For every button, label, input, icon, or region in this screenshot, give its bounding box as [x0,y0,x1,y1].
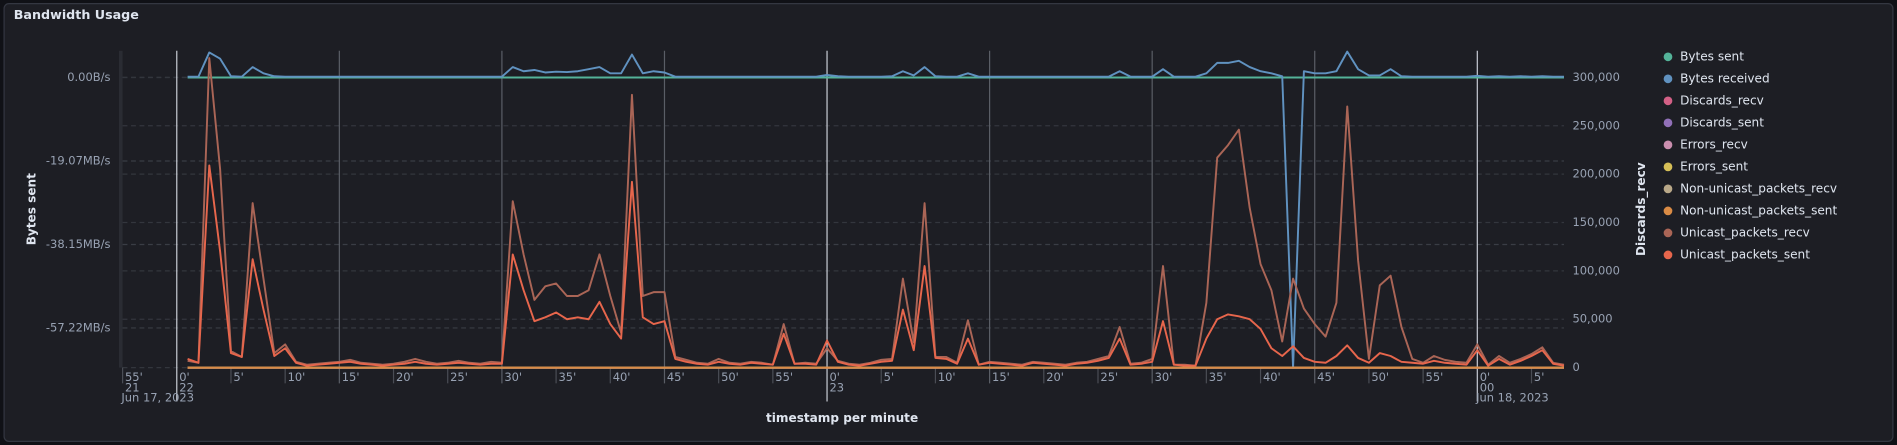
x-tick-label: 25' [450,370,468,384]
x-tick-label: 10' [938,370,956,384]
x-hour-label: 22 [179,381,194,395]
x-tick-label: 25' [1100,370,1118,384]
legend-label: Bytes received [1680,71,1770,85]
x-axis-title: timestamp per minute [766,411,918,425]
x-tick-label: 10' [288,370,306,384]
x-tick-label: 40' [613,370,631,384]
legend-label: Errors_sent [1680,159,1748,173]
axis-band [118,50,123,368]
x-tick-label: 55' [775,370,793,384]
x-tick-label: 20' [396,370,414,384]
x-tick-label: 50' [1371,370,1389,384]
x-tick-label: 5' [884,370,894,384]
x-tick-label: 45' [1317,370,1335,384]
legend-swatch [1663,74,1673,84]
legend-swatch [1663,184,1673,194]
legend-swatch [1663,96,1673,106]
y-tick-label: -19.07MB/s [46,153,111,167]
x-date-label: Jun 18, 2023 [1475,390,1549,404]
legend-label: Discards_recv [1680,93,1764,107]
y-tick-label: -38.15MB/s [46,237,111,251]
y2-tick-label: 150,000 [1572,215,1619,229]
series-line [187,57,1565,367]
x-hour-label: 23 [829,381,844,395]
x-tick-label: 0' [1480,370,1490,384]
x-tick-label: 45' [667,370,685,384]
legend-label: Non-unicast_packets_sent [1680,203,1837,217]
legend-swatch [1663,140,1673,150]
x-tick-label: 40' [1263,370,1281,384]
chart-title: Bandwidth Usage [14,7,139,22]
x-tick-label: 15' [342,370,360,384]
x-hour-label: 00 [1480,381,1495,395]
y2-axis-title: Discards_recv [1634,162,1649,256]
legend-swatch [1663,52,1673,62]
legend-label: Errors_recv [1680,137,1748,151]
y-tick-label: -57.22MB/s [46,320,111,334]
legend-label: Unicast_packets_sent [1680,247,1810,261]
x-tick-label: 30' [504,370,522,384]
y2-tick-label: 300,000 [1572,70,1619,84]
x-tick-label: 5' [1534,370,1544,384]
legend-label: Non-unicast_packets_recv [1680,181,1837,195]
x-hour-label: 21 [125,381,140,395]
y-tick-label: 0.00B/s [67,70,110,84]
x-tick-label: 55' [1426,370,1444,384]
series-line [187,164,1565,367]
x-tick-label: 0' [179,370,189,384]
series-line [187,50,1565,369]
x-tick-label: 50' [721,370,739,384]
y2-tick-label: 50,000 [1572,312,1612,326]
x-tick-label: 55' [125,370,143,384]
x-tick-label: 15' [992,370,1010,384]
legend-swatch [1663,118,1673,128]
x-date-label: Jun 17, 2023 [120,390,194,404]
x-tick-label: 20' [1046,370,1064,384]
legend-swatch [1663,250,1673,260]
legend-swatch [1663,228,1673,238]
legend-label: Bytes sent [1680,49,1744,63]
x-tick-label: 35' [559,370,577,384]
x-tick-label: 30' [1155,370,1173,384]
x-tick-label: 0' [829,370,839,384]
y2-tick-label: 250,000 [1572,118,1619,132]
legend-swatch [1663,206,1673,216]
legend-label: Discards_sent [1680,115,1764,129]
y2-tick-label: 200,000 [1572,167,1619,181]
x-tick-label: 35' [1209,370,1227,384]
y2-tick-label: 0 [1572,360,1579,374]
y2-tick-label: 100,000 [1572,263,1619,277]
y-axis-title: Bytes sent [24,173,38,245]
legend-label: Unicast_packets_recv [1680,225,1810,239]
x-tick-label: 5' [233,370,243,384]
legend-swatch [1663,162,1673,172]
